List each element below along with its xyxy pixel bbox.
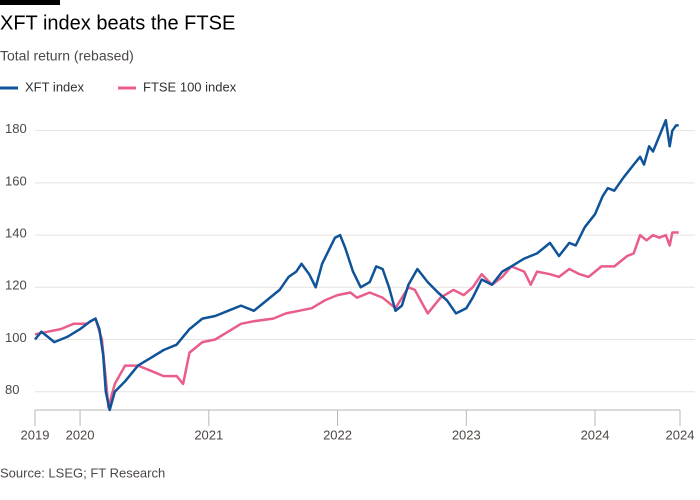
x-tick-label: 2020	[66, 427, 95, 442]
chart-title: XFT index beats the FTSE	[0, 12, 235, 34]
y-tick-label: 80	[5, 382, 19, 397]
legend-label: FTSE 100 index	[143, 79, 237, 94]
data-line	[34, 118, 679, 412]
y-tick-label: 100	[5, 330, 27, 345]
x-tick-label: 2019	[21, 427, 50, 442]
y-tick-label: 120	[5, 278, 27, 293]
y-tick-label: 140	[5, 226, 27, 241]
x-tick-label: 2021	[194, 427, 223, 442]
legend-label: XFT index	[25, 79, 85, 94]
x-tick-label: 2022	[323, 427, 352, 442]
chart-subtitle: Total return (rebased)	[0, 48, 134, 64]
source-note: Source: LSEG; FT Research	[0, 465, 165, 480]
data-line	[34, 231, 679, 409]
x-tick-label: 2023	[452, 427, 481, 442]
x-tick-label: 2024	[666, 427, 695, 442]
y-tick-label: 160	[5, 173, 27, 188]
brand-bar	[0, 0, 60, 5]
y-tick-label: 180	[5, 121, 27, 136]
x-tick-label: 2024	[581, 427, 610, 442]
